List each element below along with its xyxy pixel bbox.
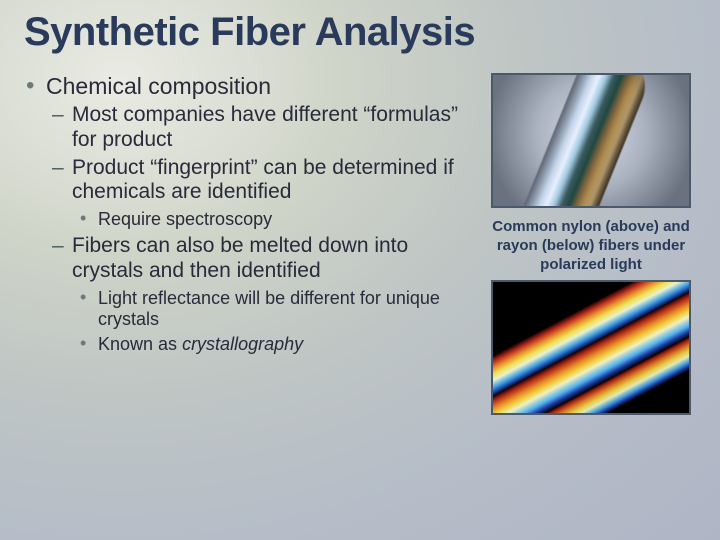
sub-bullet-formulas: Most companies have different “formulas”… <box>46 103 474 153</box>
figure-nylon <box>491 73 691 208</box>
text-column: Chemical composition Most companies have… <box>24 73 474 423</box>
sub-bullet-melted: Fibers can also be melted down into crys… <box>46 234 474 355</box>
content-row: Chemical composition Most companies have… <box>24 73 696 423</box>
bullet-list-lvl2: Most companies have different “formulas”… <box>46 103 474 356</box>
figure-caption: Common nylon (above) and rayon (below) f… <box>486 218 696 274</box>
subsub-text-pre: Known as <box>98 334 182 354</box>
sub-bullet-text: Product “fingerprint” can be determined … <box>72 156 454 204</box>
bullet-list-lvl1: Chemical composition Most companies have… <box>24 73 474 356</box>
subsub-spectroscopy: Require spectroscopy <box>72 209 474 230</box>
bullet-list-lvl3: Require spectroscopy <box>72 209 474 230</box>
slide-title: Synthetic Fiber Analysis <box>24 10 696 55</box>
bullet-text: Chemical composition <box>46 73 271 99</box>
subsub-reflectance: Light reflectance will be different for … <box>72 288 474 330</box>
bullet-chemical-composition: Chemical composition Most companies have… <box>24 73 474 356</box>
figure-column: Common nylon (above) and rayon (below) f… <box>486 73 696 423</box>
bullet-list-lvl3: Light reflectance will be different for … <box>72 288 474 356</box>
subsub-crystallography: Known as crystallography <box>72 334 474 355</box>
nylon-fiber-graphic <box>501 73 656 208</box>
slide: Synthetic Fiber Analysis Chemical compos… <box>0 0 720 540</box>
figure-rayon <box>491 280 691 415</box>
sub-bullet-fingerprint: Product “fingerprint” can be determined … <box>46 156 474 231</box>
sub-bullet-text: Fibers can also be melted down into crys… <box>72 234 408 282</box>
subsub-text-em: crystallography <box>182 334 303 354</box>
